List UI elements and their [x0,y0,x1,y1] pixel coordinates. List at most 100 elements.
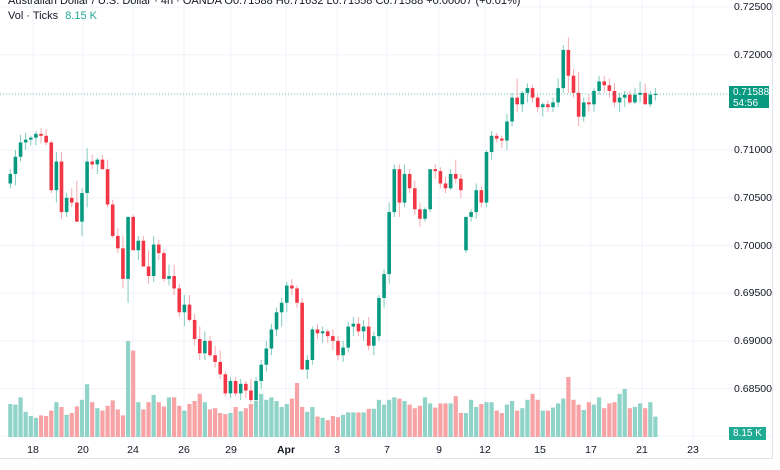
time-axis-label: 29 [225,444,237,456]
volume-bar [18,397,23,437]
volume-bar [612,402,617,437]
candle-body [428,169,432,210]
volume-bar [602,408,607,437]
candle-body [505,121,509,141]
volume-bar [264,399,269,437]
time-axis-label: 15 [534,444,546,456]
price-axis-label: 0.69500 [734,287,772,300]
volume-bar [54,402,59,437]
candle-body [167,276,171,279]
volume-bar [438,403,443,437]
candle-body [556,88,560,103]
volume-bar [253,401,259,437]
price-axis-label: 0.72500 [734,1,772,13]
volume-bar [90,402,95,437]
volume-bar [228,413,233,437]
candle-body [54,161,59,191]
volume-bar [371,408,376,437]
candle-body [75,202,79,222]
volume-bar [248,404,254,437]
candle-body [474,190,479,213]
candle-body [592,90,596,105]
volume-bar [131,350,136,437]
volume-bar [376,399,382,437]
volume-indicator-label[interactable]: Vol · Ticks [8,10,59,22]
candle-body [182,304,187,313]
price-axis-label: 0.70000 [734,239,772,252]
volume-bar [422,397,428,437]
volume-bar [561,398,566,437]
candle-body [377,297,381,337]
candle-body [264,348,269,365]
volume-bar [315,416,320,437]
candle-body [28,137,33,140]
candle-body [136,240,141,251]
volume-bar [125,341,131,437]
volume-bar [59,407,64,437]
candle-body [602,81,607,86]
candle-body [18,142,23,157]
candle-body [85,161,89,194]
candle-body [13,156,18,174]
candle-body [576,92,581,117]
time-axis-label: 9 [436,444,442,456]
candle-body [622,94,627,98]
volume-bar [105,405,110,437]
volume-bar [428,403,433,437]
volume-bar [172,397,177,437]
candle-body [331,336,335,341]
volume-bar [637,403,643,437]
time-axis-label: 26 [178,444,190,456]
volume-bar [525,399,530,437]
price-axis-label: 0.71000 [734,144,772,157]
candle-body [633,94,637,103]
candle-body [648,94,653,105]
volume-bar [310,407,315,437]
volume-bar [351,412,356,437]
volume-bar [192,401,197,437]
volume-bar [453,396,458,437]
candle-body [233,380,238,394]
volume-bar [622,389,627,437]
candle-body [59,161,64,213]
candle-body [566,49,571,76]
candle-body [192,319,197,339]
volume-bar [341,414,346,437]
candle-body [44,135,48,143]
candle-body [34,133,38,138]
volume-bar [182,410,187,437]
volume-bar [545,410,550,437]
candle-body [126,216,130,279]
volume-indicator-value: 8.15 K [65,10,97,22]
volume-bar [197,393,202,437]
volume-bar [320,417,325,437]
candle-body [500,138,504,141]
candle-body [290,285,294,289]
candle-body [546,104,550,108]
volume-bar [566,377,571,437]
candle-body [274,312,279,330]
volume-bar [49,410,54,437]
volume-bar [361,412,366,437]
volume-bar [581,410,586,437]
candle-body [295,288,299,303]
candle-body [320,331,325,334]
time-axis-label: 7 [384,444,390,456]
candle-body [110,204,115,236]
candle-body [520,92,525,105]
candle-body [341,347,345,356]
time-axis-label: 12 [479,444,491,456]
volume-bar [284,404,289,437]
candle-body [228,380,233,394]
volume-bar [269,397,274,437]
volume-bar [484,402,489,437]
candle-body [156,244,161,254]
volume-bar [448,403,453,437]
price-axis-label: 0.72000 [734,48,772,61]
volume-bar [120,415,126,437]
candle-body [100,159,105,170]
volume-bar [151,395,156,437]
volume-bar [407,404,412,437]
